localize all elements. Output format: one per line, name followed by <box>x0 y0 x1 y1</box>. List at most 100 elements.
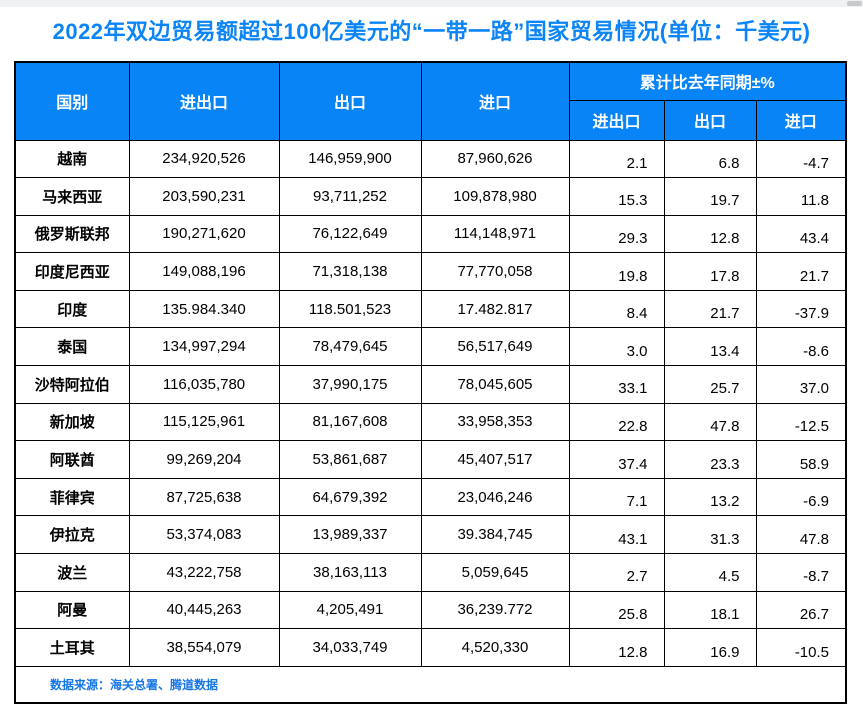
scrollbar-thumb[interactable] <box>847 1 862 6</box>
export-cell: 38,163,113 <box>278 553 422 592</box>
table-row: 印度尼西亚 149,088,196 71,318,138 77,770,058 … <box>14 252 847 291</box>
export-cell: 71,318,138 <box>278 252 422 291</box>
header-yoy-group: 累计比去年同期±% <box>568 61 847 101</box>
yoy-export-cell: 25.7 <box>663 365 757 404</box>
yoy-export-cell: 4.5 <box>663 553 757 592</box>
country-cell: 伊拉克 <box>14 515 130 555</box>
table-row: 伊拉克 53,374,083 13,989,337 39.384,745 43.… <box>14 515 847 555</box>
yoy-import-cell: 11.8 <box>755 177 847 216</box>
import-cell: 45,407,517 <box>420 440 570 479</box>
table-row: 菲律宾 87,725,638 64,679,392 23,046,246 7.1… <box>14 477 847 517</box>
country-cell: 马来西亚 <box>14 177 130 216</box>
yoy-export-cell: 12.8 <box>663 214 757 254</box>
yoy-total-cell: 33.1 <box>568 365 665 404</box>
import-cell: 36,239.772 <box>420 590 570 630</box>
import-cell: 4,520,330 <box>420 628 570 667</box>
header-export: 出口 <box>278 61 422 141</box>
country-cell: 阿曼 <box>14 590 130 630</box>
total-trade-cell: 135.984.340 <box>128 289 280 329</box>
yoy-export-cell: 6.8 <box>663 139 757 179</box>
total-trade-cell: 40,445,263 <box>128 590 280 630</box>
export-cell: 64,679,392 <box>278 477 422 517</box>
header-country: 国别 <box>14 61 130 141</box>
import-cell: 77,770,058 <box>420 252 570 291</box>
header-yoy-import: 进口 <box>755 99 847 141</box>
total-trade-cell: 234,920,526 <box>128 139 280 179</box>
header-total-trade: 进出口 <box>128 61 280 141</box>
country-cell: 沙特阿拉伯 <box>14 365 130 404</box>
header-yoy-total: 进出口 <box>568 99 665 141</box>
export-cell: 118.501,523 <box>278 289 422 329</box>
yoy-export-cell: 21.7 <box>663 289 757 329</box>
yoy-export-cell: 23.3 <box>663 440 757 479</box>
import-cell: 114,148,971 <box>420 214 570 254</box>
table-row: 阿曼 40,445,263 4,205,491 36,239.772 25.8 … <box>14 590 847 630</box>
country-cell: 波兰 <box>14 553 130 592</box>
yoy-total-cell: 25.8 <box>568 590 665 630</box>
yoy-total-cell: 29.3 <box>568 214 665 254</box>
country-cell: 印度尼西亚 <box>14 252 130 291</box>
yoy-export-cell: 19.7 <box>663 177 757 216</box>
yoy-total-cell: 8.4 <box>568 289 665 329</box>
country-cell: 菲律宾 <box>14 477 130 517</box>
country-cell: 俄罗斯联邦 <box>14 214 130 254</box>
trade-table: 国别 进出口 出口 进口 累计比去年同期±% 进出口 出口 进口 越南 234,… <box>14 61 848 705</box>
yoy-import-cell: 58.9 <box>755 440 847 479</box>
yoy-import-cell: 26.7 <box>755 590 847 630</box>
table-row: 土耳其 38,554,079 34,033,749 4,520,330 12.8… <box>14 628 847 667</box>
header-yoy-export: 出口 <box>663 99 757 141</box>
total-trade-cell: 149,088,196 <box>128 252 280 291</box>
total-trade-cell: 115,125,961 <box>128 402 280 442</box>
yoy-import-cell: -37.9 <box>755 289 847 329</box>
yoy-total-cell: 19.8 <box>568 252 665 291</box>
yoy-import-cell: -8.6 <box>755 327 847 367</box>
table-row: 泰国 134,997,294 78,479,645 56,517,649 3.0… <box>14 327 847 367</box>
total-trade-cell: 134,997,294 <box>128 327 280 367</box>
total-trade-cell: 203,590,231 <box>128 177 280 216</box>
import-cell: 39.384,745 <box>420 515 570 555</box>
yoy-total-cell: 15.3 <box>568 177 665 216</box>
import-cell: 78,045,605 <box>420 365 570 404</box>
table-row: 沙特阿拉伯 116,035,780 37,990,175 78,045,605 … <box>14 365 847 404</box>
yoy-import-cell: 47.8 <box>755 515 847 555</box>
header-import: 进口 <box>420 61 570 141</box>
horizontal-scrollbar[interactable] <box>0 0 863 7</box>
export-cell: 93,711,252 <box>278 177 422 216</box>
export-cell: 4,205,491 <box>278 590 422 630</box>
page-title: 2022年双边贸易额超过100亿美元的“一带一路”国家贸易情况(单位：千美元) <box>52 19 811 44</box>
export-cell: 53,861,687 <box>278 440 422 479</box>
import-cell: 87,960,626 <box>420 139 570 179</box>
table-row: 俄罗斯联邦 190,271,620 76,122,649 114,148,971… <box>14 214 847 254</box>
import-cell: 5,059,645 <box>420 553 570 592</box>
yoy-total-cell: 43.1 <box>568 515 665 555</box>
data-source-note: 数据来源：海关总署、腾道数据 <box>14 665 847 704</box>
total-trade-cell: 38,554,079 <box>128 628 280 667</box>
table-row: 印度 135.984.340 118.501,523 17.482.817 8.… <box>14 289 847 329</box>
total-trade-cell: 99,269,204 <box>128 440 280 479</box>
export-cell: 37,990,175 <box>278 365 422 404</box>
yoy-total-cell: 12.8 <box>568 628 665 667</box>
yoy-total-cell: 3.0 <box>568 327 665 367</box>
export-cell: 13,989,337 <box>278 515 422 555</box>
yoy-export-cell: 13.4 <box>663 327 757 367</box>
yoy-export-cell: 18.1 <box>663 590 757 630</box>
import-cell: 56,517,649 <box>420 327 570 367</box>
total-trade-cell: 116,035,780 <box>128 365 280 404</box>
yoy-total-cell: 7.1 <box>568 477 665 517</box>
yoy-export-cell: 17.8 <box>663 252 757 291</box>
import-cell: 33,958,353 <box>420 402 570 442</box>
country-cell: 新加坡 <box>14 402 130 442</box>
yoy-export-cell: 31.3 <box>663 515 757 555</box>
yoy-import-cell: 43.4 <box>755 214 847 254</box>
import-cell: 109,878,980 <box>420 177 570 216</box>
export-cell: 34,033,749 <box>278 628 422 667</box>
export-cell: 146,959,900 <box>278 139 422 179</box>
table-header: 国别 进出口 出口 进口 累计比去年同期±% 进出口 出口 进口 <box>14 61 847 141</box>
yoy-import-cell: -6.9 <box>755 477 847 517</box>
yoy-import-cell: 21.7 <box>755 252 847 291</box>
export-cell: 81,167,608 <box>278 402 422 442</box>
total-trade-cell: 190,271,620 <box>128 214 280 254</box>
country-cell: 越南 <box>14 139 130 179</box>
source-row: 数据来源：海关总署、腾道数据 <box>14 665 847 704</box>
country-cell: 印度 <box>14 289 130 329</box>
